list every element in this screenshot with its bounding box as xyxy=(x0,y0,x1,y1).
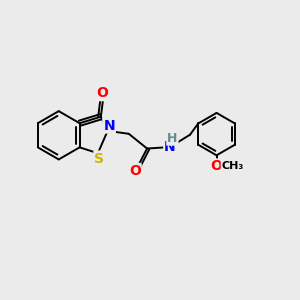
Text: CH₃: CH₃ xyxy=(222,161,244,171)
Text: O: O xyxy=(96,86,108,100)
Text: H: H xyxy=(167,132,178,145)
Text: N: N xyxy=(164,140,176,154)
Text: O: O xyxy=(129,164,141,178)
Text: O: O xyxy=(211,160,223,173)
Text: N: N xyxy=(103,118,115,133)
Text: S: S xyxy=(94,152,104,166)
